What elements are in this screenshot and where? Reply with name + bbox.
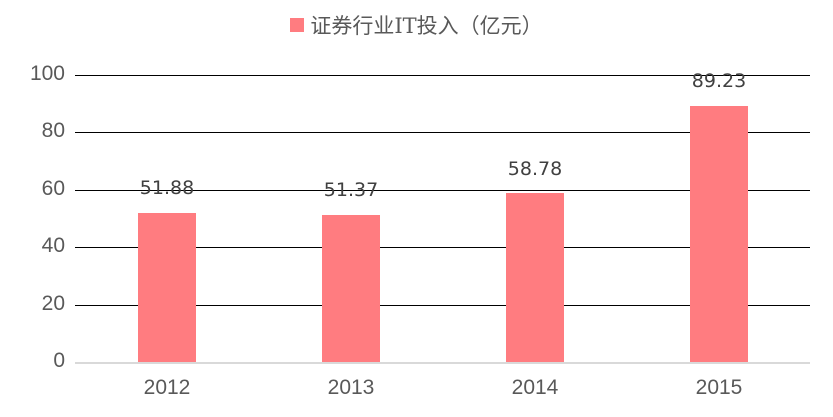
- data-label-2012: 51.88: [139, 177, 195, 199]
- gridline-80: [75, 132, 810, 133]
- plot-area: 51.88 51.37 58.78 89.23: [75, 70, 810, 364]
- legend-swatch: [290, 18, 305, 32]
- data-label-2014: 58.78: [507, 158, 563, 180]
- y-tick-100: 100: [29, 62, 65, 85]
- x-tick-2015: 2015: [695, 376, 743, 399]
- bar-2012: [138, 213, 196, 362]
- y-tick-20: 20: [41, 292, 65, 315]
- bar-2013: [322, 215, 380, 362]
- y-tick-0: 0: [53, 349, 65, 372]
- y-tick-60: 60: [41, 177, 65, 200]
- gridline-100: [75, 75, 810, 76]
- gridline-60: [75, 190, 810, 191]
- y-tick-40: 40: [41, 234, 65, 257]
- x-axis-line: [75, 362, 810, 364]
- x-tick-2013: 2013: [327, 376, 375, 399]
- x-tick-2012: 2012: [143, 376, 191, 399]
- x-tick-2014: 2014: [511, 376, 559, 399]
- bar-2015: [690, 106, 748, 362]
- gridline-20: [75, 305, 810, 306]
- y-tick-80: 80: [41, 119, 65, 142]
- data-label-2015: 89.23: [691, 70, 747, 92]
- chart-legend: 证券行业IT投入（亿元）: [0, 10, 833, 40]
- gridline-40: [75, 247, 810, 248]
- legend-label: 证券行业IT投入（亿元）: [310, 14, 543, 38]
- bar-2014: [506, 193, 564, 362]
- data-label-2013: 51.37: [323, 179, 379, 201]
